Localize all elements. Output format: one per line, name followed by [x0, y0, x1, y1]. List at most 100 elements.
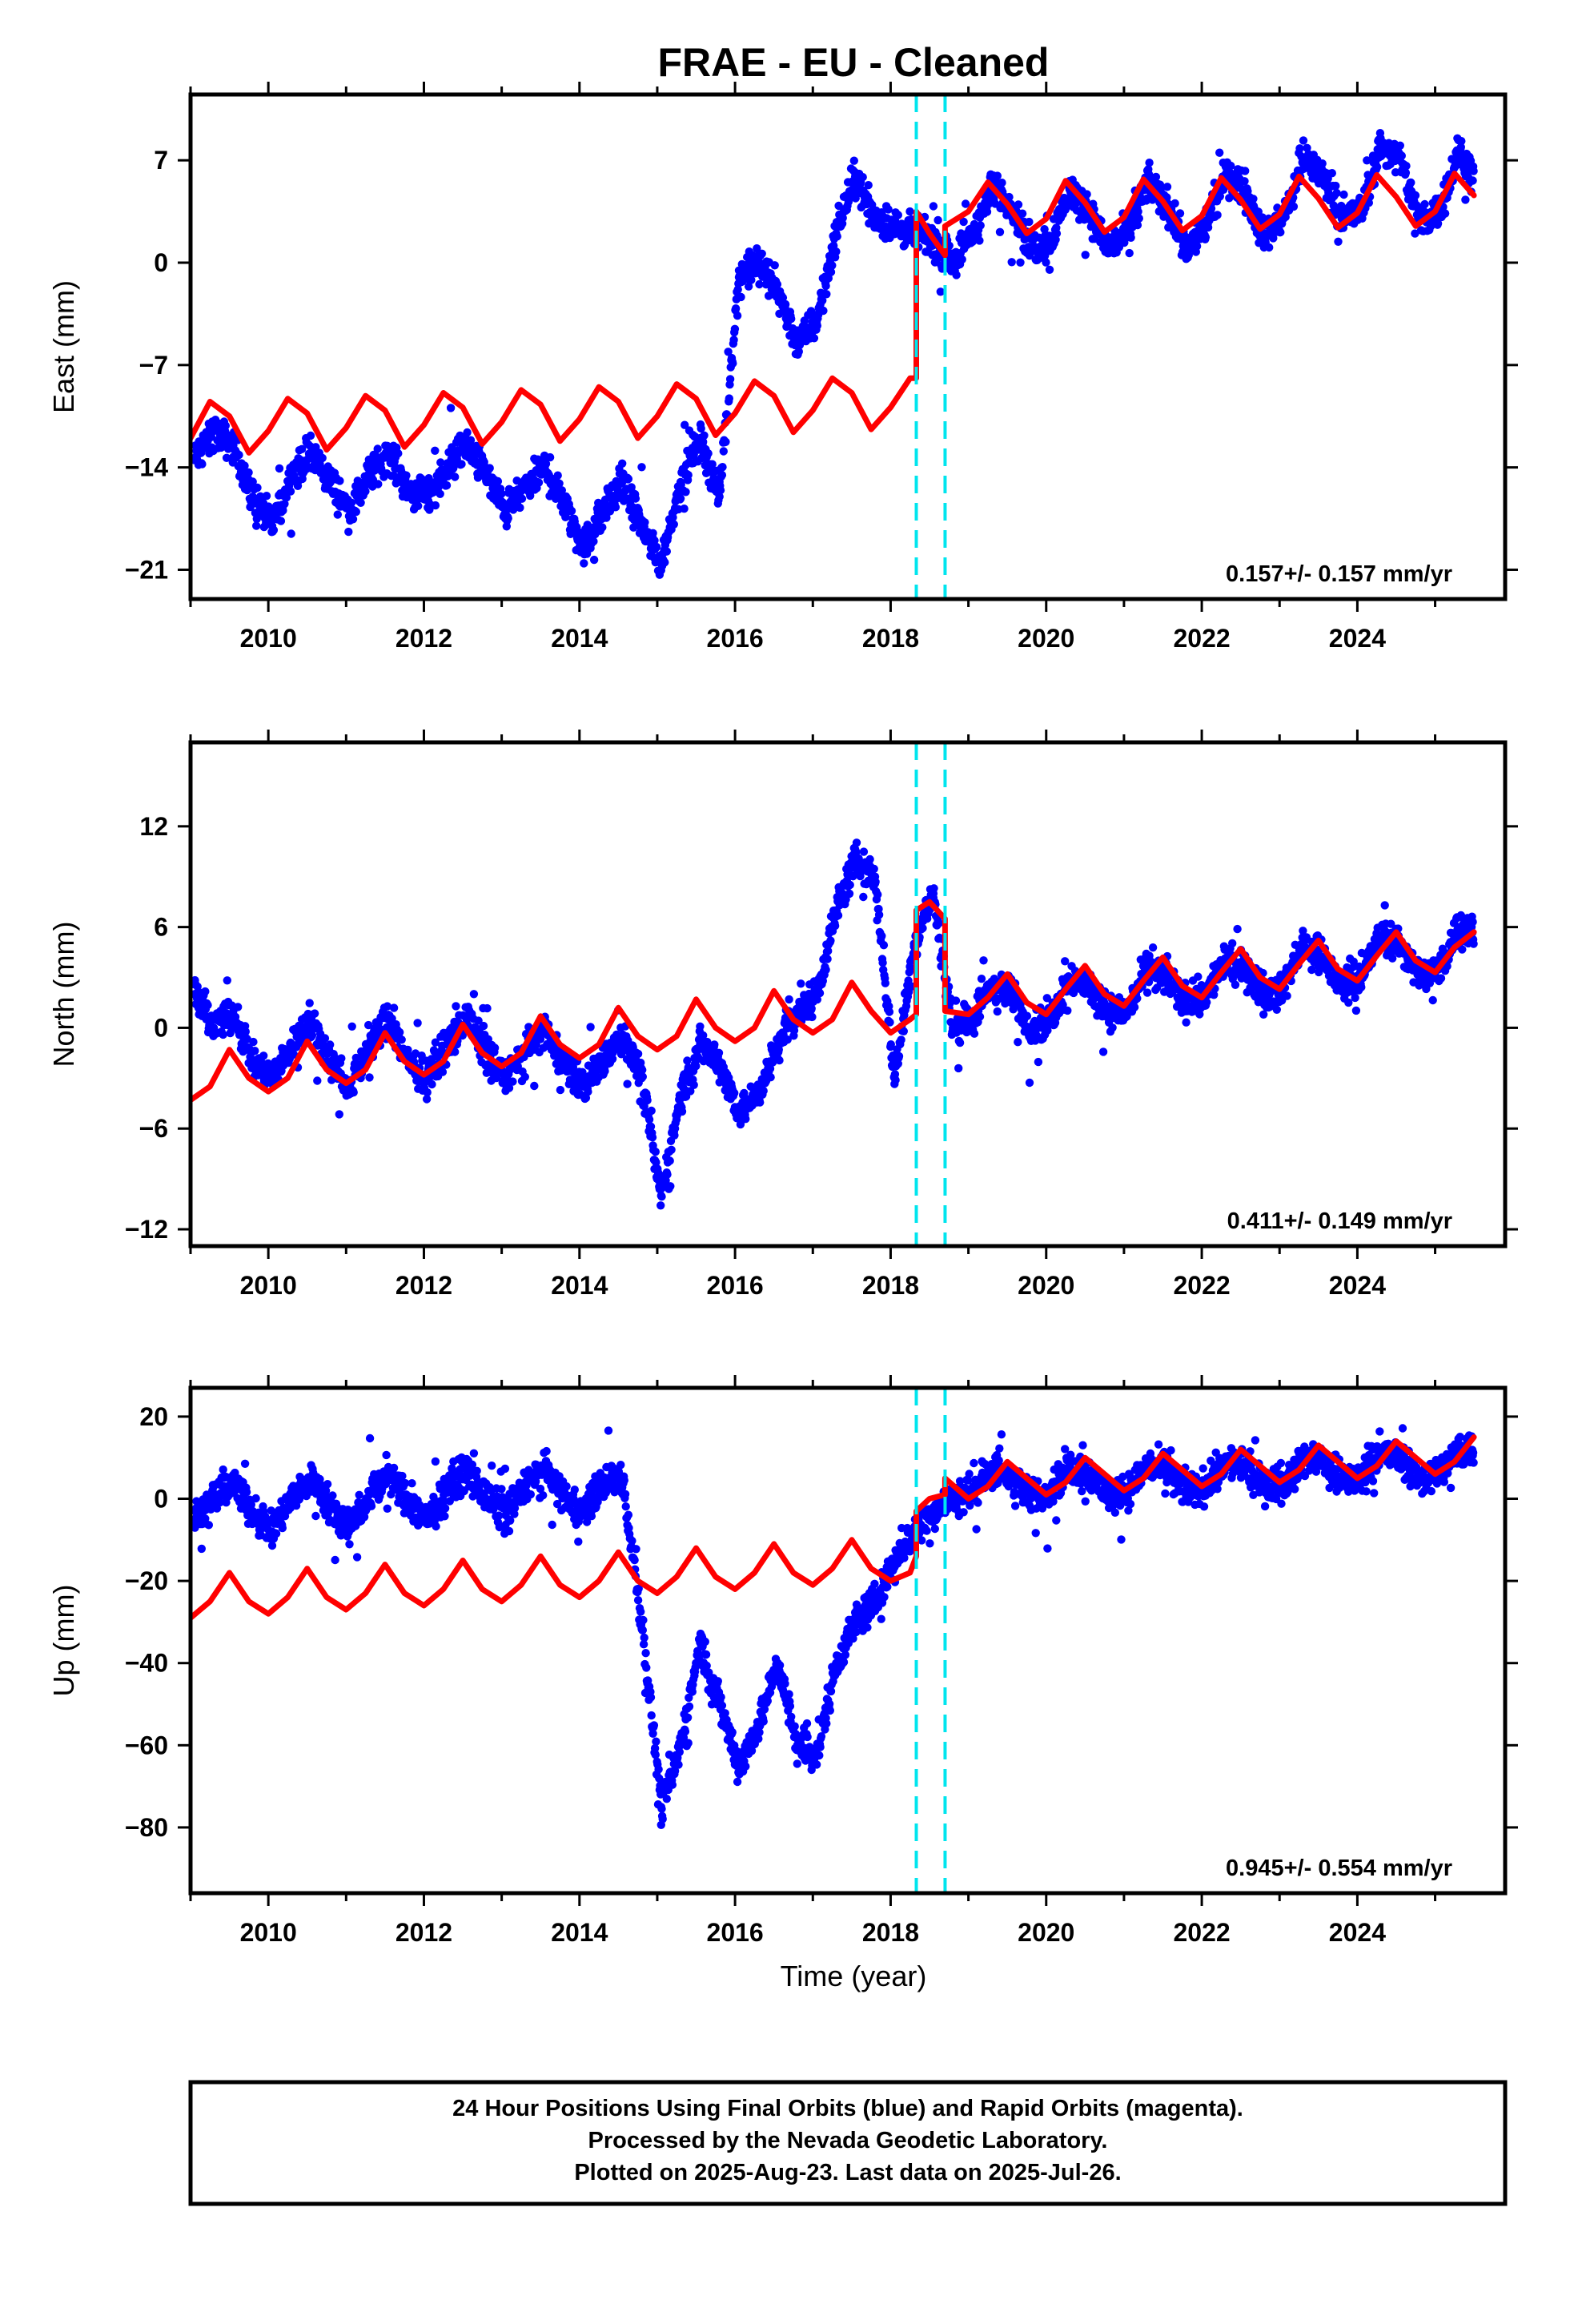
data-point [932, 255, 941, 264]
data-point [647, 1106, 656, 1116]
data-point [555, 479, 564, 488]
data-point [624, 474, 633, 484]
data-point [949, 258, 958, 267]
data-point [424, 493, 432, 501]
data-point [849, 156, 859, 165]
data-point [747, 275, 756, 284]
data-point [719, 447, 728, 456]
x-tick-label: 2018 [862, 624, 919, 653]
data-point [755, 279, 764, 289]
data-point [1407, 178, 1415, 187]
data-point [337, 1054, 346, 1063]
data-point [306, 431, 315, 440]
data-point [335, 476, 344, 485]
data-point [681, 488, 690, 497]
data-point [517, 494, 527, 503]
y-axis-title: East (mm) [47, 280, 80, 413]
data-point [1318, 956, 1327, 965]
data-point [667, 1145, 676, 1155]
data-point [812, 316, 821, 326]
data-point [677, 1107, 687, 1116]
data-point [773, 1040, 782, 1049]
data-point [1461, 195, 1470, 204]
data-point [1372, 163, 1382, 171]
data-point [822, 290, 831, 299]
data-point [1104, 243, 1113, 252]
data-point [365, 1073, 374, 1082]
data-point [384, 448, 393, 457]
data-point [1276, 227, 1285, 237]
data-point [817, 296, 827, 305]
data-point [516, 503, 524, 513]
data-point [1034, 1057, 1043, 1067]
data-point [637, 1074, 646, 1083]
plot-frame [188, 92, 1508, 601]
data-point [318, 453, 327, 463]
data-point [1148, 943, 1158, 952]
data-point [1420, 199, 1429, 209]
data-point [504, 1084, 514, 1092]
data-point [1469, 167, 1478, 175]
data-point [1376, 141, 1385, 151]
data-point [191, 990, 199, 999]
data-point [1344, 998, 1353, 1007]
data-point [1272, 1005, 1282, 1015]
data-point [1318, 171, 1327, 179]
data-point [708, 460, 717, 468]
data-point [203, 1000, 212, 1010]
data-point [783, 1035, 792, 1044]
data-point [873, 890, 882, 899]
data-point [648, 1133, 657, 1142]
plot-area [191, 129, 1478, 579]
data-point [1046, 1015, 1054, 1024]
data-point [681, 420, 689, 429]
data-point [718, 463, 727, 472]
x-tick-label: 2024 [1329, 624, 1386, 653]
data-point [1018, 209, 1027, 218]
data-point [436, 458, 445, 467]
data-point [1108, 1023, 1117, 1032]
data-point [526, 491, 535, 501]
data-point [765, 1064, 775, 1073]
data-point [394, 449, 403, 458]
data-point [734, 1108, 744, 1116]
data-point [824, 274, 833, 283]
data-point [740, 1088, 749, 1098]
data-point [852, 847, 861, 857]
data-point [240, 461, 249, 470]
data-point [721, 437, 730, 446]
data-point [715, 493, 724, 501]
data-point [663, 1170, 672, 1179]
y-tick-label: −21 [125, 555, 168, 584]
velocity-rate-label: 0.157+/- 0.157 mm/yr [1226, 561, 1452, 587]
data-point [884, 205, 893, 214]
data-point [434, 483, 443, 492]
data-point [734, 273, 744, 282]
data-point [579, 543, 588, 553]
data-point [287, 470, 296, 479]
data-point [1182, 243, 1191, 252]
data-point [845, 880, 854, 890]
data-point [560, 1057, 568, 1066]
data-point [968, 1015, 977, 1024]
data-point [741, 1115, 750, 1124]
data-point [879, 941, 889, 950]
data-point [474, 1016, 483, 1025]
data-point [1339, 190, 1348, 199]
data-point [637, 463, 646, 472]
data-point [589, 555, 599, 565]
data-point [1061, 957, 1070, 966]
data-point [618, 477, 627, 487]
data-point [905, 207, 914, 216]
data-point [397, 1035, 406, 1044]
data-point [530, 1081, 539, 1091]
data-point [452, 1002, 460, 1011]
data-point [704, 449, 713, 458]
data-point [1175, 209, 1185, 218]
data-point [725, 375, 735, 384]
data-point [652, 542, 661, 552]
data-point [775, 1055, 784, 1065]
data-point [226, 1028, 235, 1038]
data-point [1331, 181, 1340, 191]
